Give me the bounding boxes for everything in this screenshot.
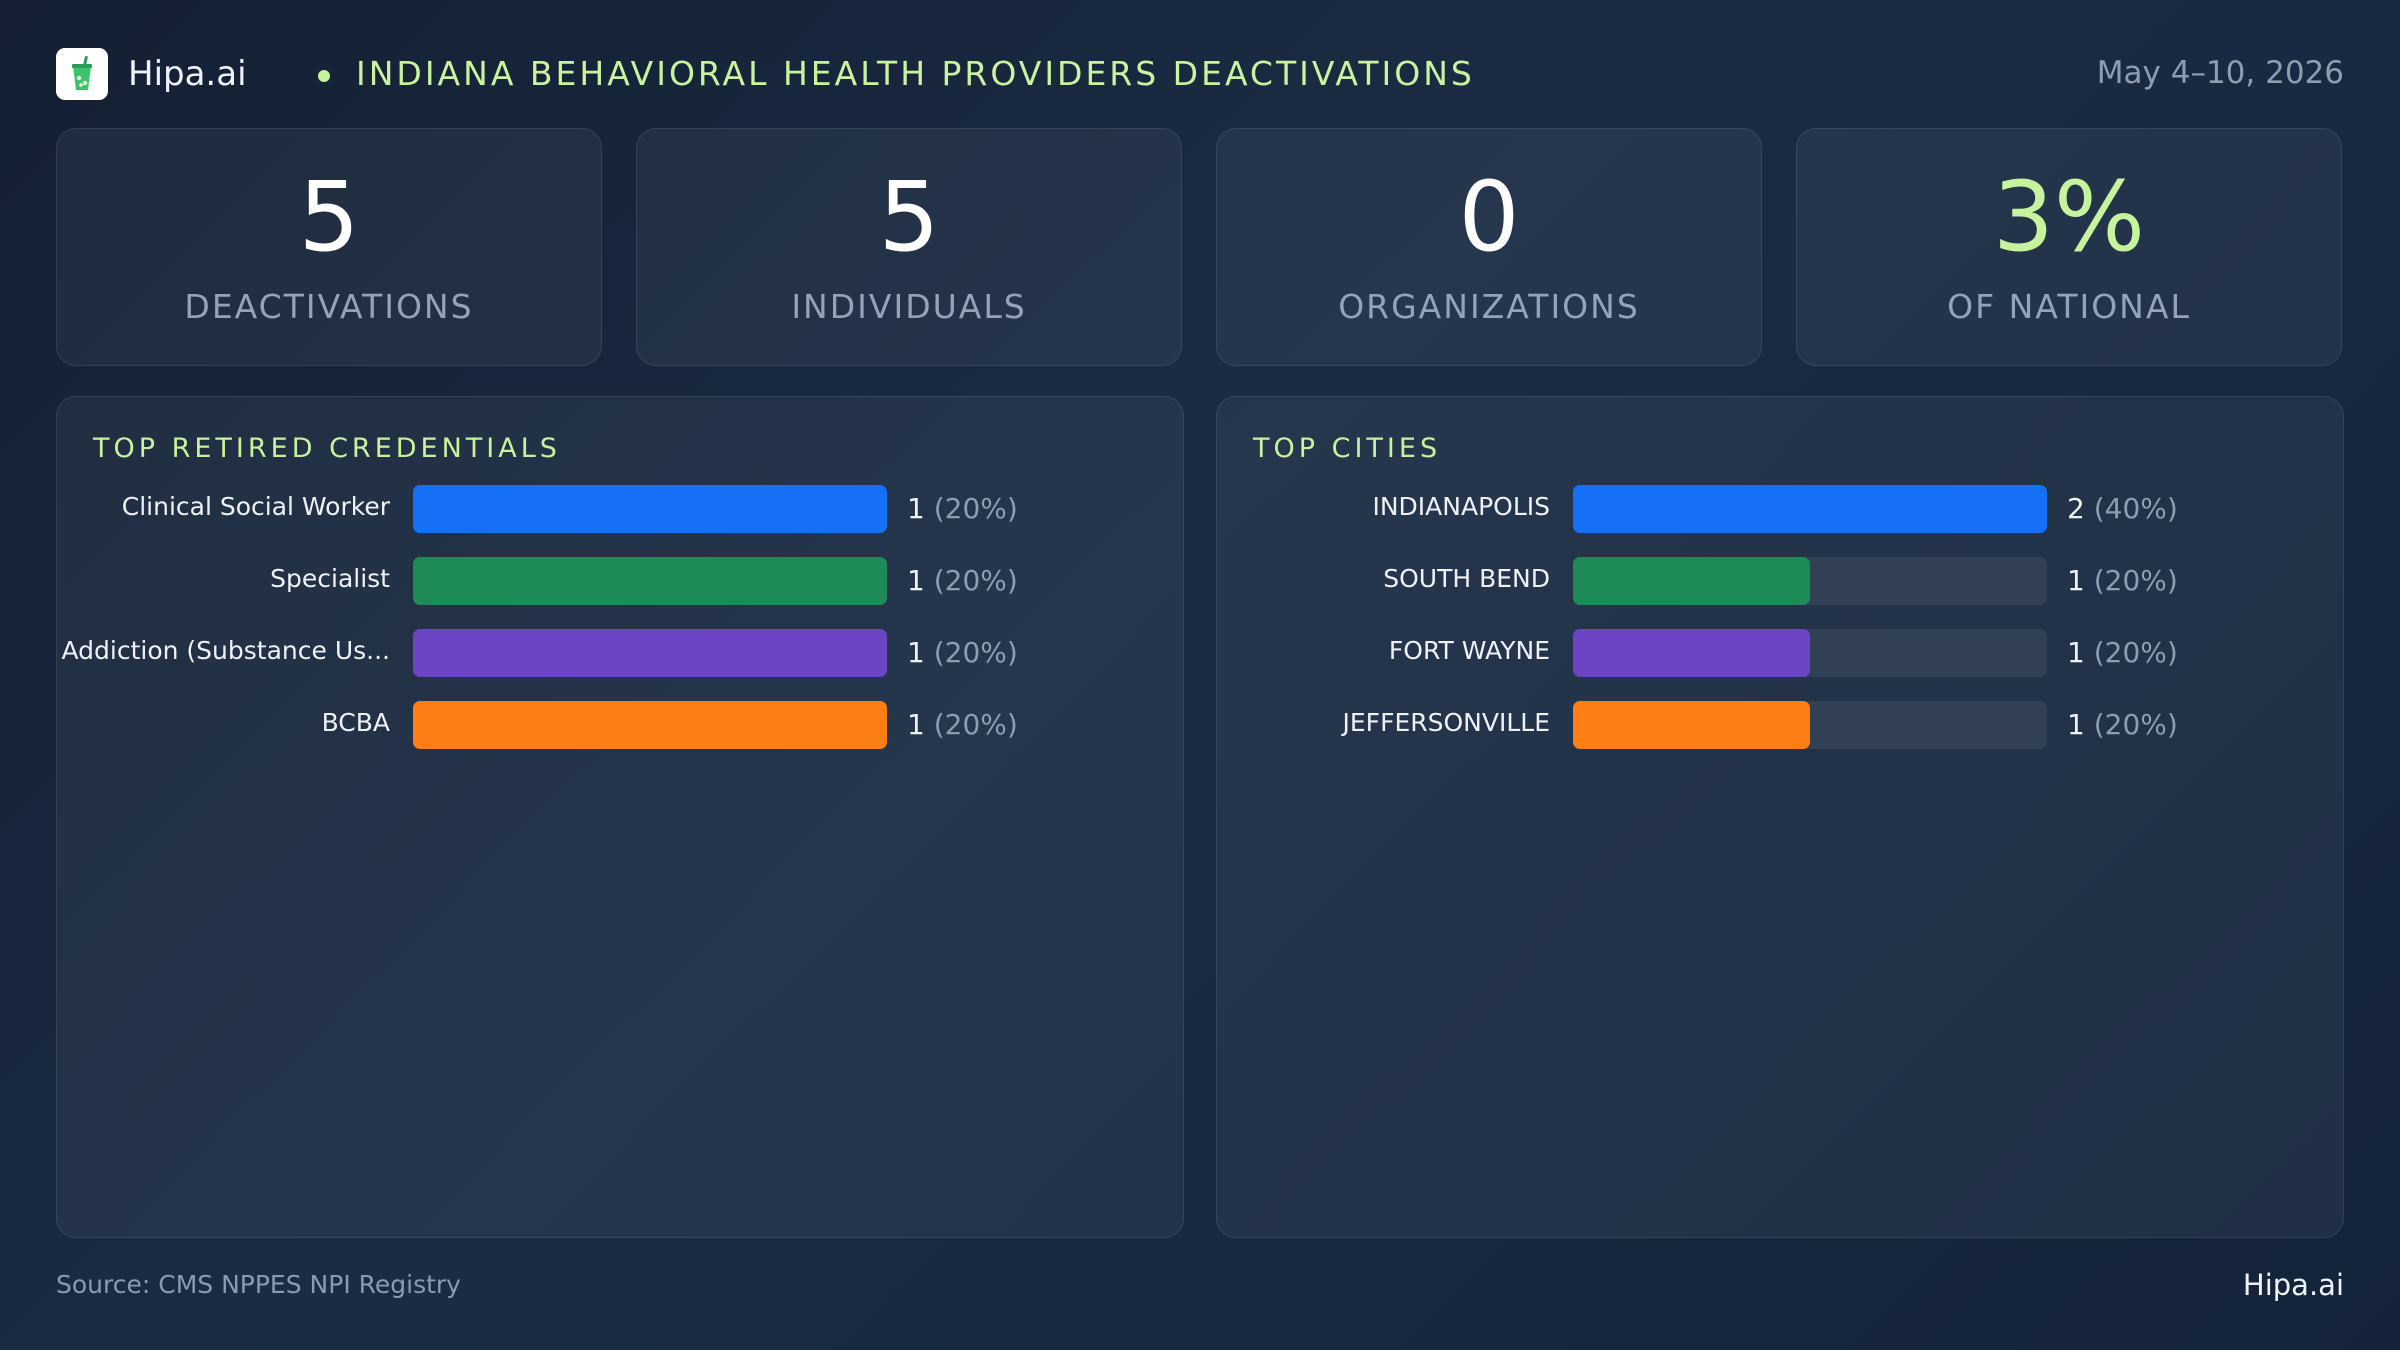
kpi-label: DEACTIVATIONS (184, 287, 474, 326)
kpi-value: 5 (878, 161, 940, 273)
source-note: Source: CMS NPPES NPI Registry (56, 1270, 461, 1299)
bar-percent: (20%) (2093, 564, 2178, 597)
bar-label: SOUTH BEND (1383, 564, 1550, 593)
bar-row: Clinical Social Worker 1 (20%) (57, 485, 1183, 533)
bar-label: Addiction (Substance Us... (61, 636, 391, 665)
kpi-label: INDIVIDUALS (791, 287, 1027, 326)
bar-percent: (20%) (933, 708, 1018, 741)
kpi-label: ORGANIZATIONS (1338, 287, 1640, 326)
bar-row: BCBA 1 (20%) (57, 701, 1183, 749)
date-range: May 4–10, 2026 (2096, 55, 2344, 91)
tea-cup-icon (56, 48, 108, 100)
bar-value-label: 1 (20%) (907, 708, 1018, 741)
bar-value-label: 1 (20%) (2067, 636, 2178, 669)
bar-count: 1 (2067, 636, 2085, 669)
bar-percent: (20%) (2093, 708, 2178, 741)
bar (413, 557, 887, 605)
bar-count: 1 (2067, 708, 2085, 741)
bar-percent: (20%) (933, 492, 1018, 525)
bar (1573, 629, 1810, 677)
cities-panel: TOP CITIES INDIANAPOLIS 2 (40%) SOUTH BEND… (1216, 396, 2344, 1238)
kpi-card-organizations: 0 ORGANIZATIONS (1216, 128, 1762, 366)
panel-title: TOP RETIRED CREDENTIALS (93, 433, 561, 464)
bar-row: Addiction (Substance Us... 1 (20%) (57, 629, 1183, 677)
bar-count: 1 (2067, 564, 2085, 597)
bar-track (413, 485, 887, 533)
bar-track (413, 557, 887, 605)
bar-row: SOUTH BEND 1 (20%) (1217, 557, 2343, 605)
kpi-value: 5 (298, 161, 360, 273)
bar (1573, 557, 1810, 605)
bar-track (413, 629, 887, 677)
header: Hipa.ai INDIANA BEHAVIORAL HEALTH PROVID… (56, 48, 2344, 100)
bar-label: FORT WAYNE (1388, 636, 1550, 665)
bar-label: JEFFERSONVILLE (1342, 708, 1550, 737)
bar-label: INDIANAPOLIS (1372, 492, 1550, 521)
credentials-panel: TOP RETIRED CREDENTIALS Clinical Social … (56, 396, 1184, 1238)
bar-row: INDIANAPOLIS 2 (40%) (1217, 485, 2343, 533)
bar-value-label: 1 (20%) (907, 564, 1018, 597)
bar-label: Specialist (270, 564, 390, 593)
bar-count: 1 (907, 492, 925, 525)
bar-track (1573, 485, 2047, 533)
brand-name: Hipa.ai (128, 54, 247, 94)
bar-row: Specialist 1 (20%) (57, 557, 1183, 605)
kpi-card-individuals: 5 INDIVIDUALS (636, 128, 1182, 366)
bar-label: BCBA (321, 708, 390, 737)
bar-row: JEFFERSONVILLE 1 (20%) (1217, 701, 2343, 749)
bar (413, 485, 887, 533)
bar-track (1573, 629, 2047, 677)
separator-dot (318, 70, 330, 82)
bar (413, 701, 887, 749)
bar-value-label: 1 (20%) (2067, 564, 2178, 597)
footer-brand: Hipa.ai (2242, 1268, 2344, 1302)
kpi-value: 3% (1992, 161, 2146, 273)
bar-percent: (20%) (933, 564, 1018, 597)
bar-value-label: 2 (40%) (2067, 492, 2178, 525)
bar (1573, 701, 1810, 749)
kpi-card-deactivations: 5 DEACTIVATIONS (56, 128, 602, 366)
bar-value-label: 1 (20%) (2067, 708, 2178, 741)
bar-percent: (20%) (933, 636, 1018, 669)
kpi-card-national-share: 3% OF NATIONAL (1796, 128, 2342, 366)
bar-track (1573, 557, 2047, 605)
bar (413, 629, 887, 677)
bar-count: 2 (2067, 492, 2085, 525)
bar-count: 1 (907, 564, 925, 597)
kpi-value: 0 (1458, 161, 1520, 273)
bar-track (413, 701, 887, 749)
bar-track (1573, 701, 2047, 749)
bar-label: Clinical Social Worker (121, 492, 390, 521)
panel-title: TOP CITIES (1253, 433, 1442, 464)
bar (1573, 485, 2047, 533)
kpi-label: OF NATIONAL (1947, 287, 2191, 326)
bar-count: 1 (907, 708, 925, 741)
bar-row: FORT WAYNE 1 (20%) (1217, 629, 2343, 677)
bar-percent: (40%) (2093, 492, 2178, 525)
bar-value-label: 1 (20%) (907, 492, 1018, 525)
bar-count: 1 (907, 636, 925, 669)
page-title: INDIANA BEHAVIORAL HEALTH PROVIDERS DEAC… (356, 54, 1475, 93)
bar-percent: (20%) (2093, 636, 2178, 669)
bar-value-label: 1 (20%) (907, 636, 1018, 669)
